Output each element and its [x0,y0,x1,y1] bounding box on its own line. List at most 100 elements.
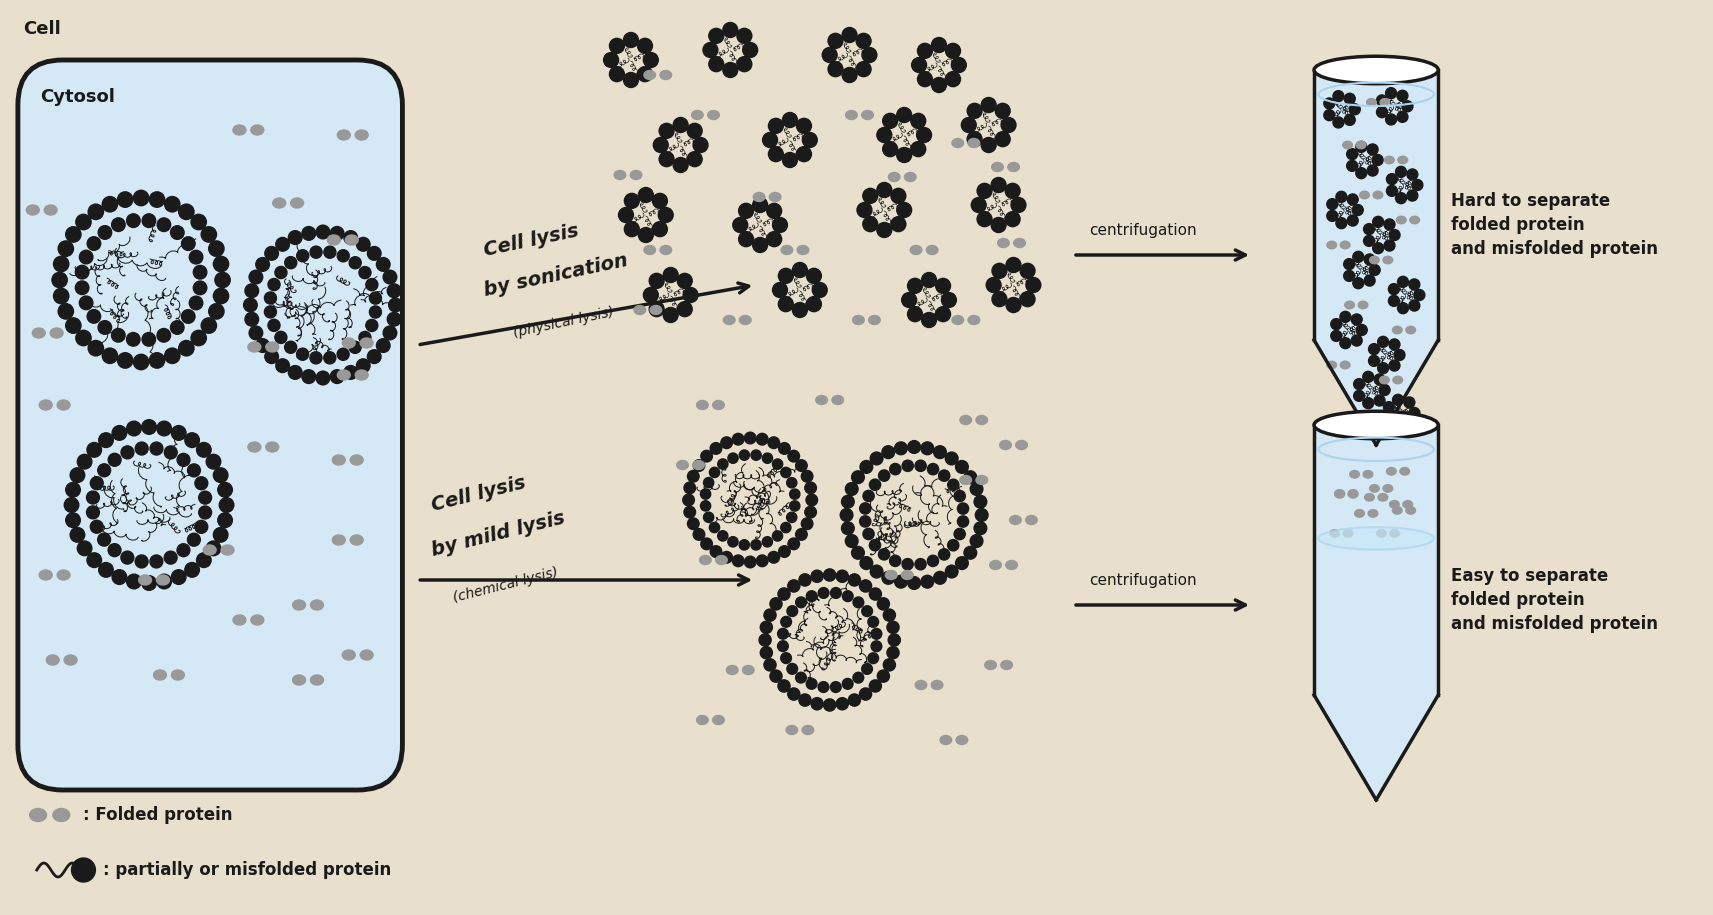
Circle shape [862,606,872,617]
Circle shape [740,540,749,550]
Circle shape [687,124,702,138]
Circle shape [851,471,865,484]
Circle shape [1355,676,1360,682]
Circle shape [1353,685,1358,692]
Ellipse shape [723,316,735,325]
Circle shape [862,663,872,674]
Circle shape [922,442,934,455]
Circle shape [344,366,358,380]
Circle shape [877,670,889,683]
Circle shape [896,147,911,163]
Circle shape [975,509,988,522]
Circle shape [384,326,397,339]
Ellipse shape [985,661,997,670]
Circle shape [660,124,673,138]
Circle shape [887,634,901,646]
Text: Cell lysis: Cell lysis [481,221,581,260]
Ellipse shape [1382,256,1393,264]
Circle shape [788,688,800,700]
Ellipse shape [1377,530,1386,537]
Circle shape [185,433,199,447]
Ellipse shape [33,328,45,338]
Circle shape [1333,636,1338,641]
Circle shape [644,287,658,303]
Circle shape [1369,663,1374,669]
Circle shape [248,326,262,339]
Circle shape [757,555,767,566]
Ellipse shape [968,316,980,325]
Ellipse shape [1364,470,1372,478]
Circle shape [786,512,797,522]
Ellipse shape [1007,163,1019,171]
Circle shape [1379,654,1384,660]
Circle shape [1364,223,1374,234]
Circle shape [1417,679,1422,684]
Circle shape [1321,636,1326,642]
Circle shape [911,142,925,156]
Circle shape [807,591,817,601]
Circle shape [384,270,397,284]
Circle shape [841,495,855,508]
Circle shape [805,506,817,518]
Circle shape [1340,622,1346,629]
Circle shape [1408,634,1413,640]
Circle shape [1353,622,1358,629]
Ellipse shape [1340,242,1350,249]
Circle shape [877,597,889,610]
Circle shape [1430,654,1435,660]
Circle shape [807,296,821,312]
Ellipse shape [343,338,355,348]
Circle shape [1372,642,1379,649]
Circle shape [810,570,824,582]
Ellipse shape [927,245,939,254]
Circle shape [1317,641,1322,648]
Circle shape [1372,155,1382,166]
Ellipse shape [990,561,1002,569]
Circle shape [127,214,140,228]
Circle shape [296,250,308,262]
Circle shape [701,538,713,550]
Circle shape [1324,657,1329,662]
Circle shape [894,442,908,455]
Circle shape [1369,676,1376,683]
Circle shape [750,540,761,550]
Circle shape [1372,636,1379,642]
Circle shape [214,273,230,287]
Ellipse shape [1406,327,1415,334]
Ellipse shape [1348,490,1358,498]
Ellipse shape [1329,530,1340,537]
Circle shape [164,551,176,565]
Circle shape [738,203,754,219]
Circle shape [879,470,889,481]
Circle shape [1374,395,1386,406]
Circle shape [1408,674,1413,680]
Circle shape [827,33,843,48]
Circle shape [151,442,163,455]
Ellipse shape [976,476,988,485]
Ellipse shape [1319,527,1434,550]
Circle shape [1396,193,1406,204]
Circle shape [214,468,228,482]
Circle shape [786,606,798,617]
Circle shape [1357,325,1367,336]
Ellipse shape [815,395,827,404]
Ellipse shape [1374,191,1382,199]
Ellipse shape [660,70,671,80]
Circle shape [934,572,946,584]
Circle shape [1393,421,1403,432]
Circle shape [653,137,668,153]
Circle shape [349,257,361,269]
Circle shape [1386,88,1396,99]
Circle shape [807,494,817,506]
Circle shape [987,277,1000,293]
Ellipse shape [1400,468,1410,475]
Circle shape [915,460,927,471]
Circle shape [781,468,791,478]
Circle shape [1350,631,1355,637]
Ellipse shape [156,575,170,585]
Ellipse shape [660,245,671,254]
Circle shape [853,673,863,684]
Circle shape [214,256,228,272]
Ellipse shape [139,575,151,585]
Circle shape [79,296,93,309]
